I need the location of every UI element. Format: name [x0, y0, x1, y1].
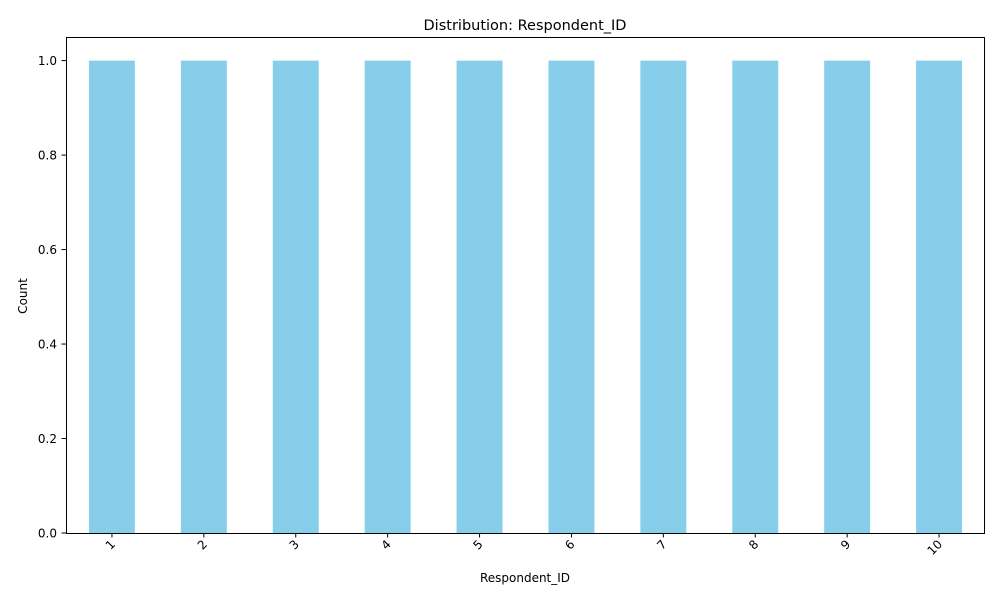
- bar-10: [916, 60, 963, 534]
- bar-4: [364, 60, 411, 534]
- bar-8: [732, 60, 779, 534]
- bar-3: [272, 60, 319, 534]
- y-tick-label: 0.0: [38, 526, 57, 540]
- bar-7: [640, 60, 687, 534]
- bar-9: [824, 60, 871, 534]
- plot-frame: [66, 37, 985, 534]
- bars-group: [88, 60, 963, 534]
- bar-5: [456, 60, 503, 534]
- y-tick-label: 0.2: [38, 432, 57, 446]
- y-tick-label: 0.6: [38, 243, 57, 257]
- chart-title: Distribution: Respondent_ID: [424, 18, 627, 34]
- bar-6: [548, 60, 595, 534]
- y-tick-label: 0.8: [38, 148, 57, 162]
- bar-2: [180, 60, 227, 534]
- bar-1: [88, 60, 135, 534]
- x-axis-label: Respondent_ID: [480, 571, 570, 585]
- y-axis-ticks: 0.0 0.2 0.4 0.6 0.8 1.0: [38, 54, 66, 540]
- y-axis-label: Count: [16, 278, 30, 314]
- y-tick-label: 1.0: [38, 54, 57, 68]
- y-tick-label: 0.4: [38, 337, 57, 351]
